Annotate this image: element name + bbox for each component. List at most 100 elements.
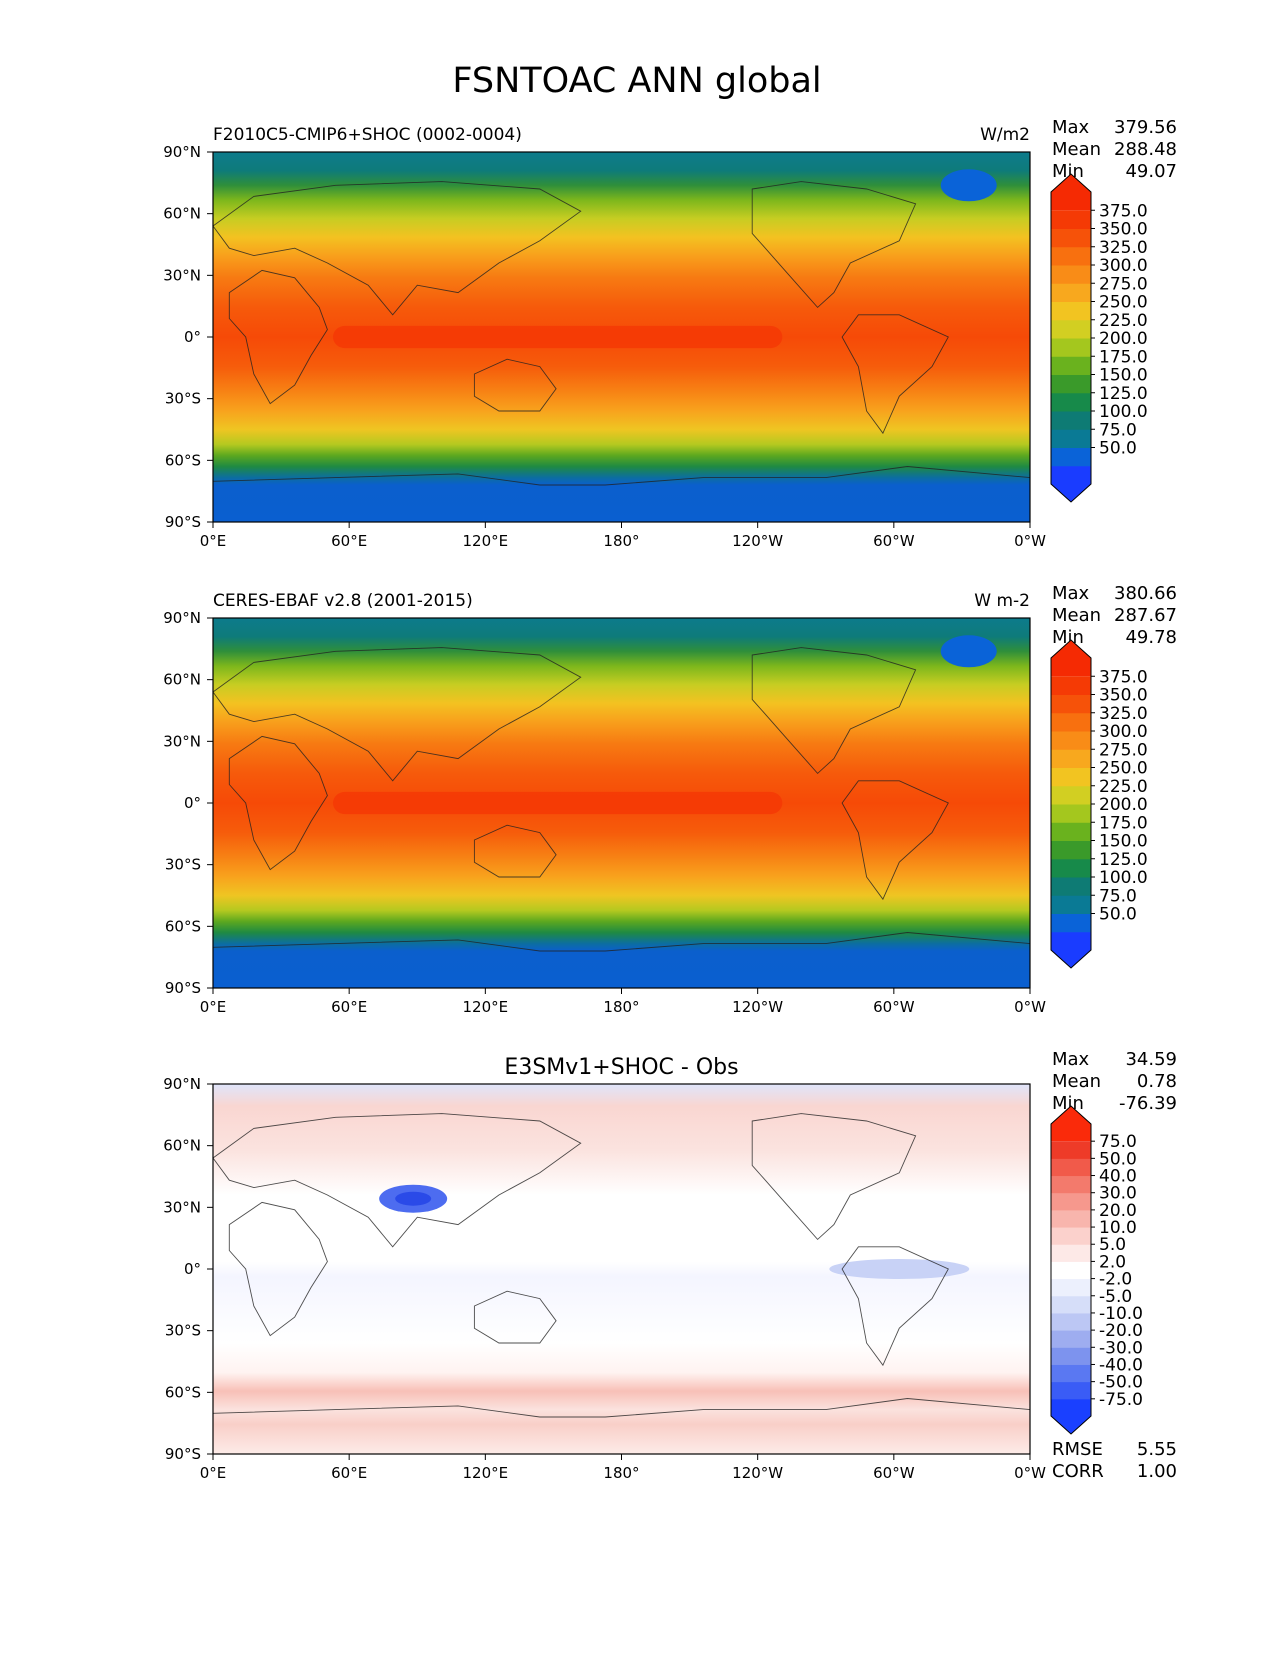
coastline [212, 1113, 582, 1248]
colorbar-segment [1051, 1106, 1091, 1142]
coastline [841, 314, 949, 435]
colorbar-tick-label: -50.0 [1099, 1373, 1143, 1393]
colorbar-tick-label: 350.0 [1099, 686, 1148, 706]
colorbar-segment [1051, 676, 1091, 695]
stat-value-corr: 1.00 [1137, 1461, 1177, 1482]
x-tick-label: 60°E [331, 1464, 367, 1482]
colorbar-tick-label: 75.0 [1099, 886, 1137, 906]
x-tick-label: 0°W [1014, 532, 1046, 550]
colorbar-segment [1051, 265, 1091, 284]
colorbar-segment [1051, 877, 1091, 896]
colorbar-segment [1051, 1398, 1091, 1434]
colorbar-segment [1051, 301, 1091, 321]
coastline [473, 358, 557, 412]
colorbar-tick-label: 375.0 [1099, 201, 1148, 221]
x-tick-label: 0°W [1014, 1464, 1046, 1482]
colorbar: 75.050.040.030.020.010.05.02.0-2.0-5.0-1… [1050, 1105, 1143, 1435]
x-tick-label: 0°E [200, 998, 227, 1016]
colorbar-segment [1051, 447, 1091, 467]
colorbar-tick-label: 250.0 [1099, 759, 1148, 779]
equatorial-band [333, 791, 783, 815]
colorbar-segment [1051, 246, 1091, 266]
colorbar-segment [1051, 411, 1091, 430]
y-tick-label: 90°S [165, 979, 201, 997]
colorbar-segment [1051, 822, 1091, 841]
panel-left-title: CERES-EBAF v2.8 (2001-2015) [213, 591, 473, 611]
map-panel-2: 0°E 60°E 120°E 180° 120°W 60°W 0°W 90°N 60°N 30°N… [163, 583, 1177, 1016]
stat-value-min: 49.78 [1125, 627, 1177, 648]
coastline [473, 824, 557, 878]
stat-label-min: Min [1052, 627, 1084, 648]
coastline [751, 647, 917, 775]
y-tick-label: 30°S [165, 390, 201, 408]
colorbar-outline [1050, 173, 1092, 503]
colorbar-segment [1051, 749, 1091, 768]
coastline [751, 181, 917, 309]
x-tick-label: 0°W [1014, 998, 1046, 1016]
stat-value-mean: 0.78 [1137, 1071, 1177, 1092]
colorbar-segment [1051, 338, 1091, 357]
x-tick-label: 120°W [732, 532, 783, 550]
colorbar-segment [1051, 1381, 1091, 1400]
equatorial-band [333, 325, 783, 349]
colorbar-tick-label: 200.0 [1099, 795, 1148, 815]
colorbar-segment [1051, 840, 1091, 860]
colorbar-tick-label: 300.0 [1099, 722, 1148, 742]
colorbar-tick-label: 50.0 [1099, 1149, 1137, 1169]
coastline [212, 466, 1031, 486]
y-tick-label: 90°S [165, 513, 201, 531]
colorbar-tick-label: 350.0 [1099, 220, 1148, 240]
greenland-feature [940, 169, 997, 202]
colorbar-tick-label: 40.0 [1099, 1167, 1137, 1187]
coastline [228, 1201, 328, 1337]
colorbar-segment [1051, 1192, 1091, 1211]
colorbar-segment [1051, 429, 1091, 448]
colorbar-tick-label: 5.0 [1099, 1235, 1126, 1255]
colorbar-tick-label: 375.0 [1099, 667, 1148, 687]
figure-title: FSNTOAC ANN global [452, 61, 821, 101]
x-tick-label: 60°W [873, 532, 915, 550]
stat-value-max: 380.66 [1114, 583, 1177, 604]
colorbar-tick-label: 275.0 [1099, 274, 1148, 294]
x-tick-label: 60°W [873, 1464, 915, 1482]
stat-label-mean: Mean [1052, 605, 1101, 626]
colorbar-tick-label: 150.0 [1099, 366, 1148, 386]
map-panel-1: 0°E 60°E 120°E 180° 120°W 60°W 0°W 90°N 60°N 30°N… [163, 117, 1177, 550]
colorbar-outline [1050, 639, 1092, 969]
stat-value-mean: 288.48 [1114, 139, 1177, 160]
coastline [212, 1398, 1031, 1418]
colorbar-segment [1051, 858, 1091, 878]
colorbar-tick-label: 30.0 [1099, 1184, 1137, 1204]
colorbar-segment [1051, 465, 1091, 502]
coastline [228, 735, 328, 871]
x-tick-label: 0°E [200, 532, 227, 550]
colorbar-tick-label: 225.0 [1099, 777, 1148, 797]
colorbar-segment [1051, 1175, 1091, 1194]
y-tick-label: 60°N [163, 1137, 201, 1155]
colorbar-tick-label: -75.0 [1099, 1390, 1143, 1410]
colorbar-segment [1051, 228, 1091, 248]
colorbar-segment [1051, 1227, 1091, 1245]
colorbar-segment [1051, 1261, 1091, 1280]
x-tick-label: 120°E [463, 1464, 509, 1482]
stat-label-min: Min [1052, 1093, 1084, 1114]
colorbar-tick-label: -2.0 [1099, 1270, 1132, 1290]
colorbar-tick-label: 325.0 [1099, 704, 1148, 724]
map-panel-3: 0°E 60°E 120°E 180° 120°W 60°W 0°W 90°N 60°N 30°N… [163, 1049, 1177, 1482]
colorbar-tick-label: 10.0 [1099, 1218, 1137, 1238]
y-tick-label: 0° [184, 794, 201, 812]
colorbar-tick-label: 75.0 [1099, 1132, 1137, 1152]
colorbar-segment [1051, 1295, 1091, 1314]
tibet-anomaly-core [395, 1191, 432, 1206]
x-tick-label: 120°E [463, 998, 509, 1016]
coastline [841, 1246, 949, 1367]
y-tick-label: 90°S [165, 1445, 201, 1463]
colorbar-tick-label: 325.0 [1099, 238, 1148, 258]
x-tick-label: 180° [603, 998, 639, 1016]
colorbar-tick-label: 175.0 [1099, 813, 1148, 833]
coastline [212, 181, 582, 316]
colorbar-segment [1051, 712, 1091, 732]
colorbar-segment [1051, 913, 1091, 933]
x-tick-label: 60°E [331, 998, 367, 1016]
